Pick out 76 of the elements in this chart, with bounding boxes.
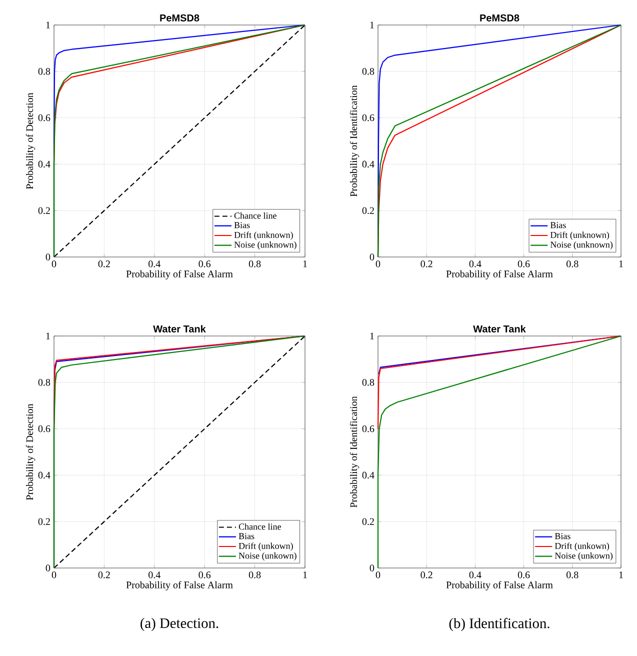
x-tick-label: 0.8 [248, 260, 261, 268]
x-tick-label: 0.4 [148, 572, 160, 578]
y-tick-label: 0.6 [38, 114, 50, 122]
legend-label: Bias [234, 222, 250, 228]
y-tick-label: 0.8 [38, 68, 50, 75]
y-axis-title: Probability of Detection [26, 404, 36, 500]
y-tick-label: 0.2 [38, 518, 50, 525]
y-tick-label: 0 [46, 254, 50, 260]
legend-label: Bias [554, 533, 570, 540]
legend-label: Chance line [234, 212, 276, 219]
x-tick-label: 0.4 [469, 572, 482, 578]
x-tick-label: 0.6 [518, 572, 530, 578]
x-tick-label: 0.8 [566, 260, 578, 268]
x-axis-title: Probability of False Alarm [126, 581, 233, 590]
x-axis-title: Probability of False Alarm [446, 270, 553, 280]
y-tick-label: 0.6 [362, 425, 374, 432]
legend-label: Chance line [238, 523, 281, 530]
y-axis-title: Probability of Identification [350, 85, 360, 197]
y-tick-label: 0.6 [38, 425, 50, 432]
x-tick-label: 0 [376, 572, 380, 578]
x-tick-label: 0.8 [566, 572, 578, 578]
x-tick-label: 0.2 [420, 260, 432, 268]
x-tick-label: 0.4 [148, 260, 160, 268]
y-tick-label: 0.2 [38, 207, 50, 214]
x-tick-label: 0.2 [420, 572, 432, 578]
chart-title: Water Tank [473, 325, 526, 332]
x-tick-label: 1 [303, 572, 307, 578]
x-tick-label: 0 [52, 572, 56, 578]
y-tick-label: 0 [46, 564, 50, 572]
legend-label: Bias [550, 222, 566, 228]
x-tick-label: 0 [52, 260, 56, 268]
x-tick-label: 0.6 [198, 572, 211, 578]
x-axis-title: Probability of False Alarm [126, 270, 233, 280]
legend-label: Drift (unknown) [550, 232, 610, 240]
y-tick-label: 0.4 [362, 160, 374, 168]
y-tick-label: 0.2 [362, 207, 374, 214]
y-tick-label: 1 [370, 332, 374, 340]
y-tick-label: 0.8 [362, 379, 374, 386]
x-tick-label: 0.4 [469, 260, 482, 268]
legend-label: Drift (unkown) [238, 542, 293, 551]
y-tick-label: 0.6 [362, 114, 374, 122]
chart-title: PeMSD8 [480, 14, 520, 22]
y-tick-label: 0.8 [38, 379, 50, 386]
legend-label: Bias [238, 533, 254, 540]
x-tick-label: 0.6 [518, 260, 530, 268]
y-tick-label: 0 [370, 564, 374, 572]
chart-title: PeMSD8 [160, 14, 200, 22]
x-axis-title: Probability of False Alarm [446, 581, 553, 590]
x-tick-label: 1 [303, 260, 307, 268]
y-tick-label: 0.4 [38, 160, 50, 168]
chart-title: Water Tank [153, 325, 206, 332]
y-tick-label: 0.8 [362, 68, 374, 75]
y-tick-label: 0 [370, 254, 374, 260]
x-tick-label: 0.8 [248, 572, 261, 578]
legend-label: Noise (unkown) [554, 552, 613, 561]
y-axis-title: Probability of Identification [350, 396, 360, 508]
x-tick-label: 0.6 [198, 260, 211, 268]
x-tick-label: 1 [619, 260, 623, 268]
legend-label: Noise (unknown) [234, 241, 296, 250]
legend-label: Drift (unknown) [234, 232, 293, 240]
text: (b) Identification. [449, 618, 550, 632]
y-tick-label: 0.4 [362, 472, 374, 479]
text: (a) Detection. [140, 618, 218, 631]
legend-label: Noise (unkown) [238, 552, 296, 561]
y-tick-label: 1 [46, 22, 50, 28]
legend-label: Drift (unkown) [554, 542, 610, 551]
y-axis-title: Probability of Detection [26, 92, 36, 190]
legend-label: Noise (unknown) [550, 241, 613, 250]
x-tick-label: 0 [376, 260, 380, 268]
y-tick-label: 0.2 [362, 518, 374, 525]
y-tick-label: 1 [370, 22, 374, 28]
x-tick-label: 1 [619, 572, 623, 578]
y-tick-label: 0.4 [38, 472, 50, 479]
y-tick-label: 1 [46, 332, 50, 340]
x-tick-label: 0.2 [98, 572, 110, 578]
x-tick-label: 0.2 [98, 260, 110, 268]
